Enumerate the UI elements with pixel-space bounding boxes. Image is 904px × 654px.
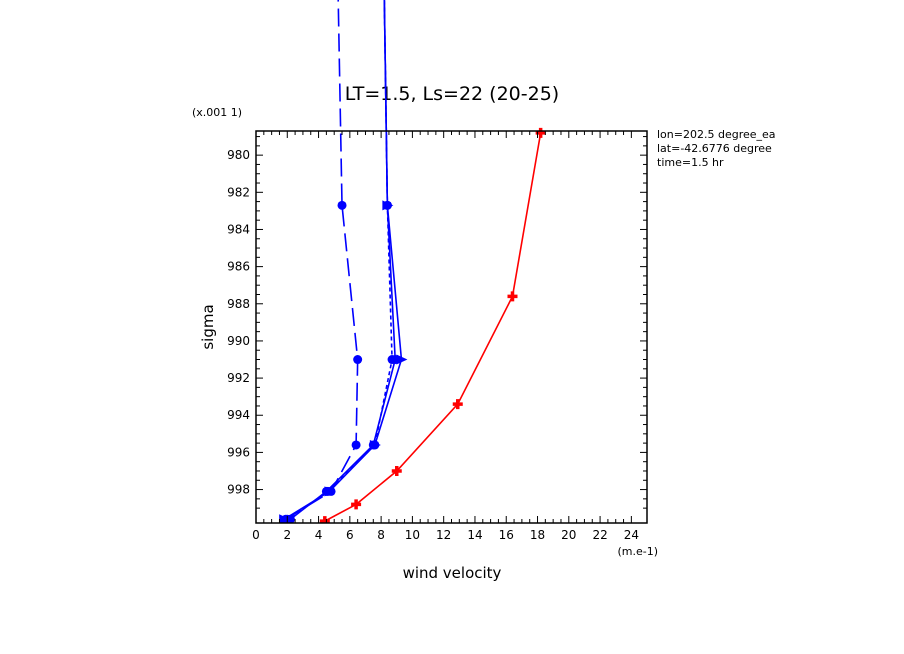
x-tick-label: 0 bbox=[252, 528, 260, 542]
y-unit-label: (x.001 1) bbox=[192, 106, 242, 119]
plot-frame bbox=[255, 130, 648, 524]
series-line-3 bbox=[283, 0, 403, 520]
x-tick-label: 14 bbox=[467, 528, 482, 542]
x-tick-label: 4 bbox=[315, 528, 323, 542]
x-tick-label: 12 bbox=[436, 528, 451, 542]
series-line-0 bbox=[289, 0, 397, 520]
y-tick-label: 988 bbox=[227, 297, 250, 311]
series-line-1 bbox=[285, 0, 359, 520]
x-tick-label: 2 bbox=[283, 528, 291, 542]
series-layer bbox=[279, 0, 546, 523]
y-tick-label: 980 bbox=[227, 148, 250, 162]
data-point bbox=[337, 200, 347, 210]
annotation-lon: lon=202.5 degree_ea bbox=[657, 128, 776, 141]
series-line-4 bbox=[324, 132, 542, 522]
y-tick-label: 996 bbox=[227, 445, 250, 459]
data-point bbox=[396, 354, 408, 365]
y-tick-label: 994 bbox=[227, 408, 250, 422]
data-point bbox=[369, 439, 381, 450]
data-point bbox=[452, 399, 463, 410]
y-tick-label: 986 bbox=[227, 260, 250, 274]
annotation-lat: lat=-42.6776 degree bbox=[657, 142, 772, 155]
x-tick-label: 18 bbox=[530, 528, 545, 542]
x-tick-label: 16 bbox=[499, 528, 514, 542]
annotation-time: time=1.5 hr bbox=[657, 156, 724, 169]
x-tick-label: 8 bbox=[377, 528, 385, 542]
x-tick-label: 24 bbox=[624, 528, 639, 542]
ticks-layer: 0 2 4 6 8 10 12 14 16 18 20 22 249809829849869889909… bbox=[227, 131, 647, 542]
x-tick-label: 10 bbox=[405, 528, 420, 542]
data-point bbox=[324, 486, 336, 497]
data-point bbox=[351, 499, 362, 510]
y-axis-title: sigma bbox=[199, 304, 217, 349]
data-point bbox=[507, 291, 518, 302]
y-tick-label: 998 bbox=[227, 483, 250, 497]
data-point bbox=[382, 200, 394, 211]
data-point bbox=[279, 514, 291, 523]
y-tick-label: 984 bbox=[227, 222, 250, 236]
y-tick-label: 992 bbox=[227, 371, 250, 385]
x-unit-label: (m.e-1) bbox=[617, 545, 658, 558]
y-tick-label: 982 bbox=[227, 185, 250, 199]
chart-title: LT=1.5, Ls=22 (20-25) bbox=[345, 83, 559, 105]
data-point bbox=[391, 465, 402, 476]
data-point bbox=[353, 355, 363, 365]
data-point bbox=[387, 355, 397, 365]
data-point bbox=[319, 516, 330, 523]
x-tick-label: 20 bbox=[561, 528, 576, 542]
data-point bbox=[351, 440, 361, 450]
y-tick-label: 990 bbox=[227, 334, 250, 348]
x-axis-title: wind velocity bbox=[403, 564, 502, 582]
x-tick-label: 22 bbox=[592, 528, 607, 542]
x-tick-label: 6 bbox=[346, 528, 354, 542]
